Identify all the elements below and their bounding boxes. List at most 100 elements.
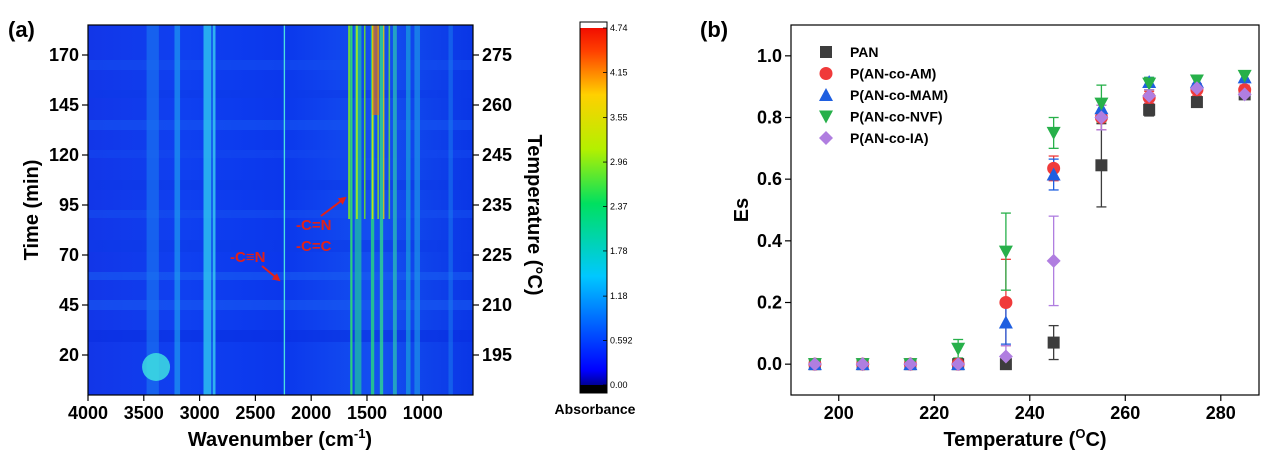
- heatmap-hot-band: [377, 25, 379, 219]
- data-point-p-an-co-nvf: [998, 245, 1013, 259]
- heatmap-row-band: [88, 210, 473, 218]
- heatmap-row-band: [88, 300, 473, 310]
- annotation-cn-triple-arrow: [261, 265, 281, 282]
- data-point-pan: [1047, 336, 1060, 349]
- heatmap-x-tick-label: 3500: [124, 403, 164, 423]
- data-point-pan: [999, 358, 1012, 371]
- heatmap-vertical-band: [350, 25, 353, 395]
- heatmap-x-axis-title: Wavenumber (cm-1): [188, 426, 372, 451]
- legend-marker-p-an-co-mam: [819, 88, 833, 101]
- heatmap-y2-tick-label: 210: [482, 295, 512, 315]
- data-point-p-an-co-ia: [1046, 253, 1061, 268]
- colorbar: 4.74 4.15 3.55 2.96 2.37 1.78 1.18 0.592 0.00 Ab…: [555, 21, 636, 417]
- data-point-p-an-co-am: [999, 296, 1013, 309]
- heatmap-vertical-band: [448, 25, 453, 395]
- panel-b-label: (b): [700, 17, 728, 42]
- colorbar-tick-label: 0.00: [610, 380, 628, 390]
- data-point-p-an-co-mam: [998, 315, 1013, 329]
- data-point-pan: [1143, 103, 1156, 116]
- legend-marker-p-an-co-am: [819, 67, 833, 80]
- scatter-y-tick-label: 0.4: [757, 231, 782, 251]
- colorbar-tick-label: 1.78: [610, 246, 628, 256]
- heatmap-y-tick-label: 70: [59, 245, 79, 265]
- heatmap-hot-band: [348, 25, 351, 219]
- data-point-p-an-co-nvf: [1189, 74, 1204, 88]
- heatmap-vertical-band: [379, 25, 384, 395]
- data-point-pan: [1190, 96, 1203, 109]
- heatmap-vertical-band: [212, 25, 216, 395]
- heatmap-y2-tick-label: 275: [482, 45, 512, 65]
- colorbar-tick-label: 4.15: [610, 67, 628, 77]
- heatmap-y-tick-label: 20: [59, 345, 79, 365]
- data-point-p-an-co-ia: [951, 357, 966, 372]
- heatmap-x-tick-label: 2500: [235, 403, 275, 423]
- legend-label-p-an-co-mam: P(AN-co-MAM): [850, 87, 948, 103]
- heatmap-row-band: [88, 240, 473, 252]
- legend-label-p-an-co-ia: P(AN-co-IA): [850, 130, 929, 146]
- panel-b-scatter: (b) 200 220 240 260 280 0.0 0.2 0.4 0.6 0.8 1.0 P…: [700, 17, 1260, 451]
- scatter-y-tick-label: 1.0: [757, 46, 782, 66]
- data-point-p-an-co-ia: [1237, 87, 1252, 102]
- heatmap-vertical-band: [146, 25, 159, 395]
- heatmap-y2-tick-label: 245: [482, 145, 512, 165]
- heatmap-row-band: [88, 120, 473, 130]
- heatmap-y2-tick-label: 235: [482, 195, 512, 215]
- heatmap-hot-band: [383, 25, 385, 219]
- colorbar-gradient: [580, 22, 607, 385]
- heatmap-y2-tick-label: 260: [482, 95, 512, 115]
- heatmap-x-tick-label: 2000: [291, 403, 331, 423]
- legend-marker-p-an-co-nvf: [819, 110, 833, 124]
- heatmap-peak-band: [372, 25, 380, 115]
- data-point-p-an-co-mam: [1046, 167, 1061, 181]
- heatmap-hot-band: [371, 25, 374, 219]
- legend-label-pan: PAN: [850, 44, 879, 60]
- legend-marker-p-an-co-ia: [819, 131, 833, 145]
- data-point-p-an-co-nvf: [1142, 77, 1157, 91]
- heatmap-vertical-band: [392, 25, 397, 395]
- colorbar-frame: [579, 21, 608, 394]
- heatmap-image: [88, 25, 473, 395]
- heatmap-vertical-band: [283, 25, 286, 395]
- heatmap-y2-tick-label: 195: [482, 345, 512, 365]
- data-point-p-an-co-ia: [998, 349, 1013, 364]
- scatter-x-tick-label: 280: [1206, 403, 1236, 423]
- heatmap-x-tick-label: 4000: [68, 403, 108, 423]
- scatter-x-tick-label: 220: [919, 403, 949, 423]
- colorbar-top-cap: [580, 22, 607, 28]
- scatter-y-tick-label: 0.8: [757, 108, 782, 128]
- heatmap-y2-axis-title: Temperature (°C): [523, 135, 545, 296]
- heatmap-spot: [142, 353, 171, 381]
- legend-marker-pan: [820, 46, 832, 58]
- data-point-pan: [1095, 159, 1108, 172]
- panel-a-label: (a): [8, 17, 35, 42]
- heatmap-row-band: [88, 180, 473, 190]
- data-point-p-an-co-nvf: [951, 342, 966, 356]
- scatter-y-tick-label: 0.2: [757, 293, 782, 313]
- annotation-cc-double: -C=C: [296, 238, 332, 255]
- data-point-p-an-co-ia: [807, 357, 822, 372]
- heatmap-vertical-band: [174, 25, 181, 395]
- panel-a-heatmap: (a) 4000 3500 3000 2500 2000 1500 1000 20 45 70 9…: [8, 17, 545, 451]
- annotation-cn-triple: -C≡N: [230, 249, 265, 266]
- data-point-p-an-co-ia: [855, 357, 870, 372]
- heatmap-y-tick-label: 95: [59, 195, 79, 215]
- heatmap-y-tick-label: 120: [49, 145, 79, 165]
- heatmap-row-band: [88, 60, 473, 70]
- colorbar-label: Absorbance: [555, 401, 636, 417]
- heatmap-vertical-band: [203, 25, 212, 395]
- scatter-y-tick-label: 0.6: [757, 169, 782, 189]
- colorbar-tick-label: 1.18: [610, 291, 628, 301]
- data-point-p-an-co-ia: [1189, 81, 1204, 96]
- heatmap-x-tick-label: 1500: [347, 403, 387, 423]
- scatter-legend: PAN P(AN-co-AM) P(AN-co-MAM) P(AN-co-NVF) P(…: [819, 44, 948, 146]
- heatmap-y-tick-label: 45: [59, 295, 79, 315]
- legend-label-p-an-co-am: P(AN-co-AM): [850, 66, 936, 82]
- heatmap-vertical-band: [406, 25, 411, 395]
- colorbar-tick-label: 3.55: [610, 113, 628, 123]
- heatmap-x-tick-label: 1000: [403, 403, 443, 423]
- heatmap-y2-tick-label: 225: [482, 245, 512, 265]
- heatmap-frame: [87, 24, 474, 396]
- scatter-x-tick-label: 260: [1110, 403, 1140, 423]
- data-point-p-an-co-ia: [1094, 110, 1109, 125]
